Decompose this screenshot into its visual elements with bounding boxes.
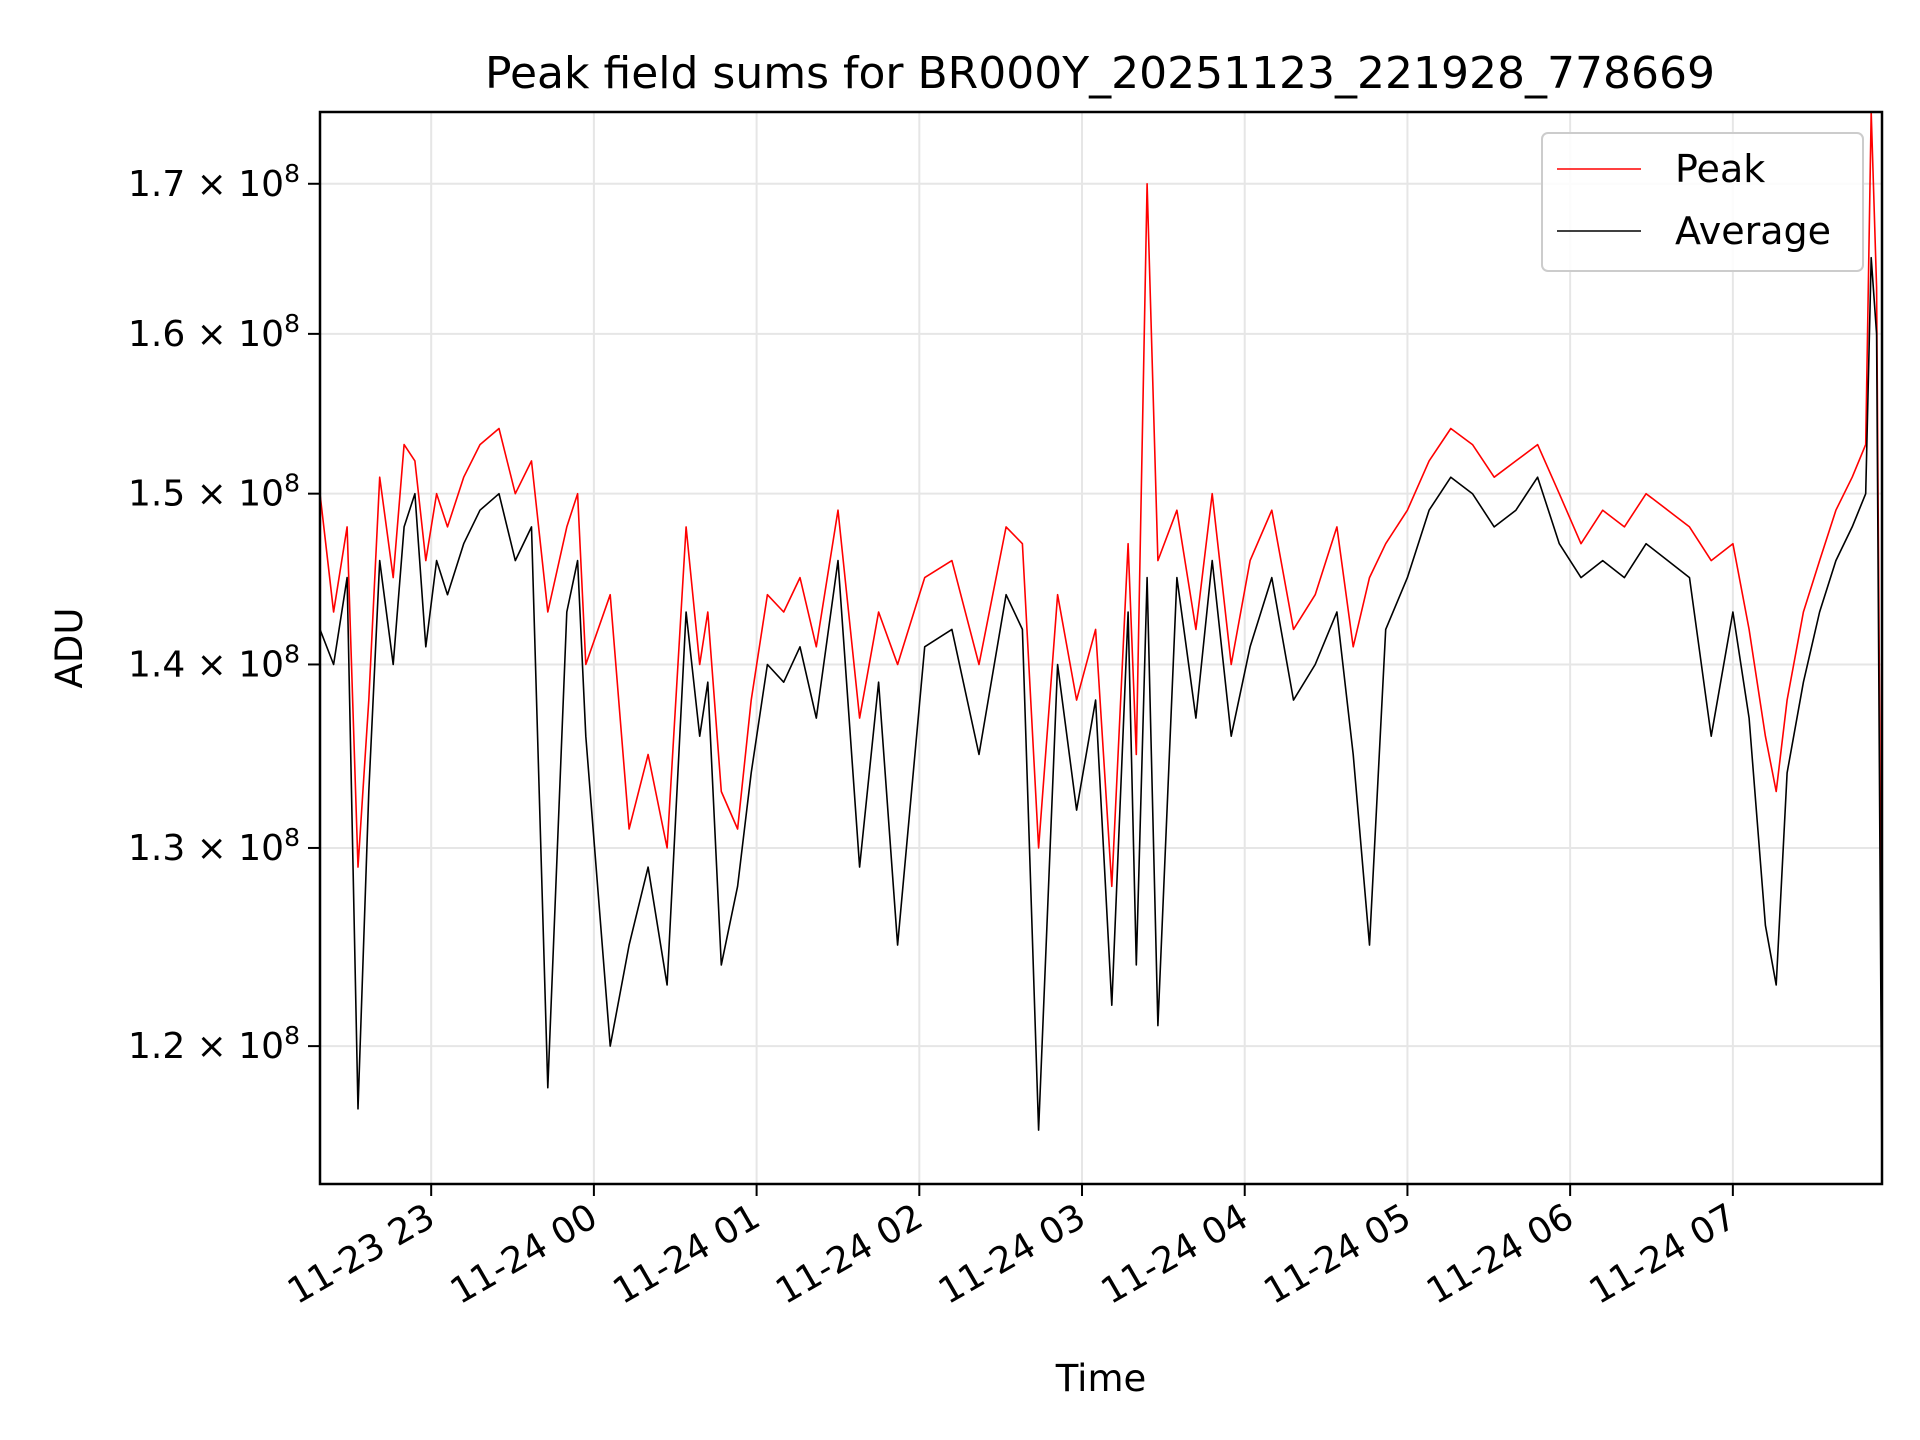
y-axis: 1.2 × 108 1.3 × 108 1.4 × 108 1.5 × 108 1.6 …	[128, 159, 320, 1067]
legend-label-peak: Peak	[1675, 147, 1765, 191]
x-tick-label: 11-24 03	[932, 1196, 1093, 1312]
x-tick-label: 11-23 23	[281, 1196, 442, 1312]
y-axis-label: ADU	[48, 608, 91, 689]
y-tick-label: 1.2 × 108	[128, 1021, 300, 1067]
series-line-peak	[320, 112, 1882, 1047]
x-axis-label: Time	[1055, 1357, 1147, 1400]
x-tick-label: 11-24 05	[1257, 1196, 1418, 1312]
legend-box	[1541, 132, 1864, 272]
y-tick-label: 1.4 × 108	[128, 639, 300, 685]
series-line-average	[320, 256, 1882, 1174]
chart-title: Peak field sums for BR000Y_20251123_2219…	[485, 48, 1715, 99]
x-axis: 11-23 23 11-24 00 11-24 01 11-24 02 11-24 03…	[281, 1184, 1743, 1313]
x-tick-label: 11-24 06	[1420, 1196, 1581, 1312]
x-tick-label: 11-24 07	[1583, 1196, 1744, 1312]
y-tick-label: 1.5 × 108	[128, 469, 300, 515]
legend-label-average: Average	[1675, 209, 1831, 253]
legend: Peak Average	[1541, 132, 1864, 272]
series-layer	[320, 112, 1882, 1174]
x-tick-label: 11-24 02	[769, 1196, 930, 1312]
plot-frame	[318, 110, 1884, 1186]
x-tick-label: 11-24 04	[1095, 1196, 1256, 1312]
x-tick-label: 11-24 00	[444, 1196, 605, 1312]
y-tick-label: 1.3 × 108	[128, 823, 300, 869]
grid	[320, 112, 1882, 1184]
x-tick-label: 11-24 01	[606, 1196, 767, 1312]
y-tick-label: 1.6 × 108	[128, 309, 300, 355]
y-tick-label: 1.7 × 108	[128, 159, 300, 205]
